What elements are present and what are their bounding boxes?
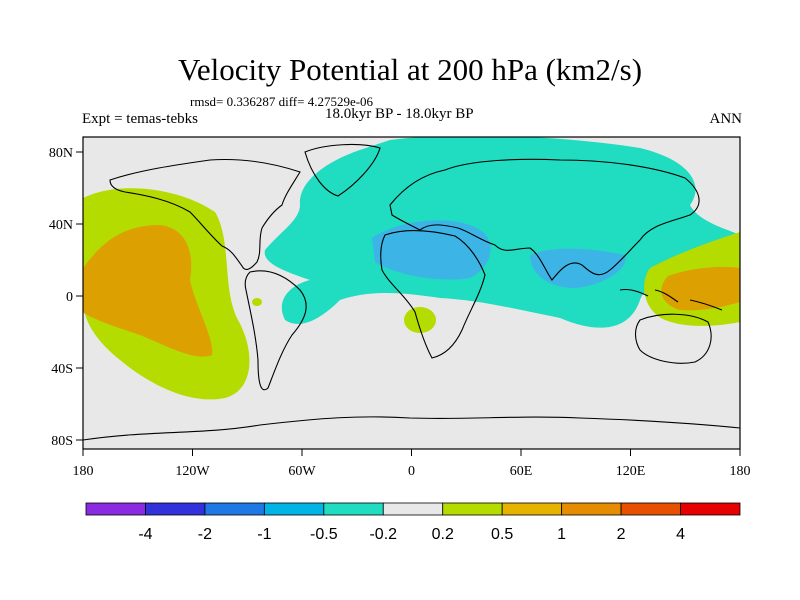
period-label: 18.0kyr BP - 18.0kyr BP	[325, 106, 474, 122]
contour-lime-small	[252, 298, 262, 306]
contour-lime-satlantic	[404, 307, 436, 333]
y-tick-label: 0	[66, 290, 73, 305]
colorbar-swatch	[204, 502, 265, 516]
colorbar-label: -2	[198, 526, 212, 543]
colorbar-label: 0.5	[491, 526, 513, 543]
plot-title: Velocity Potential at 200 hPa (km2/s)	[177, 52, 643, 87]
contour-teal-eurasia	[264, 137, 740, 328]
y-axis: 80N 40N 0 40S 80S	[49, 146, 83, 449]
coast-antarctica	[83, 416, 740, 441]
colorbar-label: 4	[676, 526, 685, 543]
colorbar-swatch	[382, 502, 444, 516]
stats-label: rmsd= 0.336287 diff= 4.27529e-06	[190, 94, 374, 109]
experiment-label: Expt = temas-tebks	[82, 111, 198, 127]
contour-orange-epacific	[83, 225, 213, 357]
contour-cyan-africa	[372, 220, 491, 280]
x-tick-label: 60E	[510, 464, 533, 479]
x-tick-label: 0	[408, 464, 415, 479]
season-label: ANN	[709, 111, 743, 127]
colorbar-label: 1	[557, 526, 566, 543]
coast-australia	[634, 313, 712, 364]
colorbar: -4 -2 -1 -0.5 -0.2 0.2 0.5 1 2 4	[85, 502, 741, 543]
coastlines	[83, 144, 740, 441]
contour-fields	[83, 137, 740, 400]
colorbar-label: 0.2	[432, 526, 454, 543]
x-tick-label: 120W	[175, 464, 210, 479]
coast-africa	[380, 230, 486, 359]
coast-greenland	[304, 144, 381, 197]
colorbar-swatch	[85, 502, 146, 516]
y-tick-label: 40N	[49, 218, 73, 233]
colorbar-swatch	[680, 502, 741, 516]
x-tick-label: 180	[730, 464, 751, 479]
y-tick-label: 80S	[51, 434, 73, 449]
colorbar-label: -0.2	[369, 526, 397, 543]
colorbar-swatch	[145, 502, 206, 516]
colorbar-swatch	[263, 502, 325, 516]
coast-europe-asia	[389, 158, 700, 281]
colorbar-label: -1	[257, 526, 271, 543]
x-tick-label: 120E	[616, 464, 646, 479]
colorbar-label: -0.5	[310, 526, 338, 543]
colorbar-label: 2	[617, 526, 626, 543]
y-tick-label: 40S	[51, 362, 73, 377]
colorbar-label: -4	[138, 526, 152, 543]
contour-orange-wpacific	[661, 266, 740, 311]
colorbar-swatch	[561, 502, 622, 516]
colorbar-swatch	[442, 502, 503, 516]
coast-maritime-continent	[619, 288, 723, 311]
coast-north-america	[109, 158, 301, 271]
colorbar-swatch	[501, 502, 563, 516]
coast-south-america	[244, 270, 307, 391]
colorbar-swatch	[620, 502, 681, 516]
colorbar-swatch	[323, 502, 384, 516]
x-tick-label: 60W	[288, 464, 316, 479]
x-tick-label: 180	[73, 464, 94, 479]
y-tick-label: 80N	[49, 146, 73, 161]
x-axis: 180 120W 60W 0 60E 120E 180	[73, 449, 751, 479]
